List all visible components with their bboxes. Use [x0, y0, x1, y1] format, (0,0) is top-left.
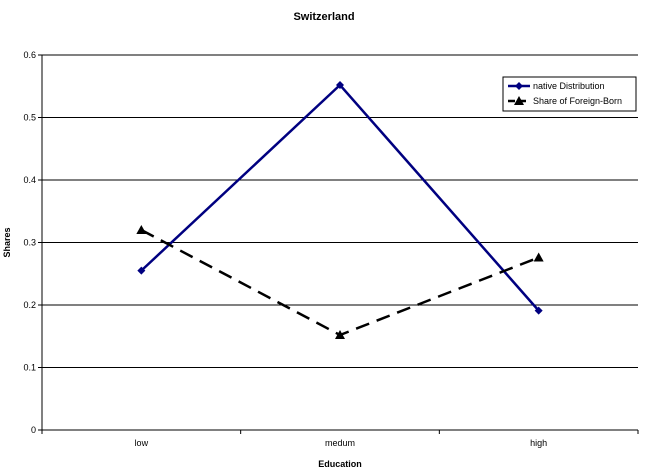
y-tick-label: 0: [31, 425, 36, 435]
y-tick-label: 0.2: [23, 300, 36, 310]
legend-label: native Distribution: [533, 81, 605, 91]
x-tick-label: high: [530, 438, 547, 448]
legend-label: Share of Foreign-Born: [533, 96, 622, 106]
x-tick-labels: low medum high: [41, 430, 639, 448]
data-point: [336, 81, 344, 89]
data-point: [136, 225, 147, 234]
x-axis-title: Education: [318, 459, 362, 469]
series-line: [140, 83, 540, 312]
data-point: [137, 266, 146, 275]
y-tick-labels: 0 0.1 0.2 0.3 0.4 0.5 0.6: [23, 50, 36, 435]
series-native-distribution: [137, 81, 543, 315]
data-point: [533, 252, 544, 262]
x-tick-label: low: [135, 438, 149, 448]
series-share-of-foreign-born: [136, 225, 544, 339]
y-axis-title: Shares: [2, 227, 12, 257]
chart-title: Switzerland: [293, 11, 354, 23]
legend-item: Share of Foreign-Born: [508, 96, 622, 106]
y-tick-label: 0.3: [23, 238, 36, 248]
series-layer: [136, 81, 544, 339]
y-tick-label: 0.5: [23, 113, 36, 123]
data-point: [335, 330, 345, 339]
y-tick-label: 0.1: [23, 363, 36, 373]
legend-box: [502, 76, 637, 112]
y-tick-label: 0.4: [23, 175, 36, 185]
x-tick-label: medum: [325, 438, 355, 448]
data-point: [515, 82, 523, 90]
data-point: [534, 306, 543, 315]
data-point: [514, 96, 524, 105]
series-line: [140, 228, 540, 337]
legend-item: native Distribution: [508, 81, 605, 91]
gridlines: [38, 54, 638, 431]
legend: native Distribution Share of Foreign-Born: [502, 76, 637, 112]
y-tick-label: 0.6: [23, 50, 36, 60]
